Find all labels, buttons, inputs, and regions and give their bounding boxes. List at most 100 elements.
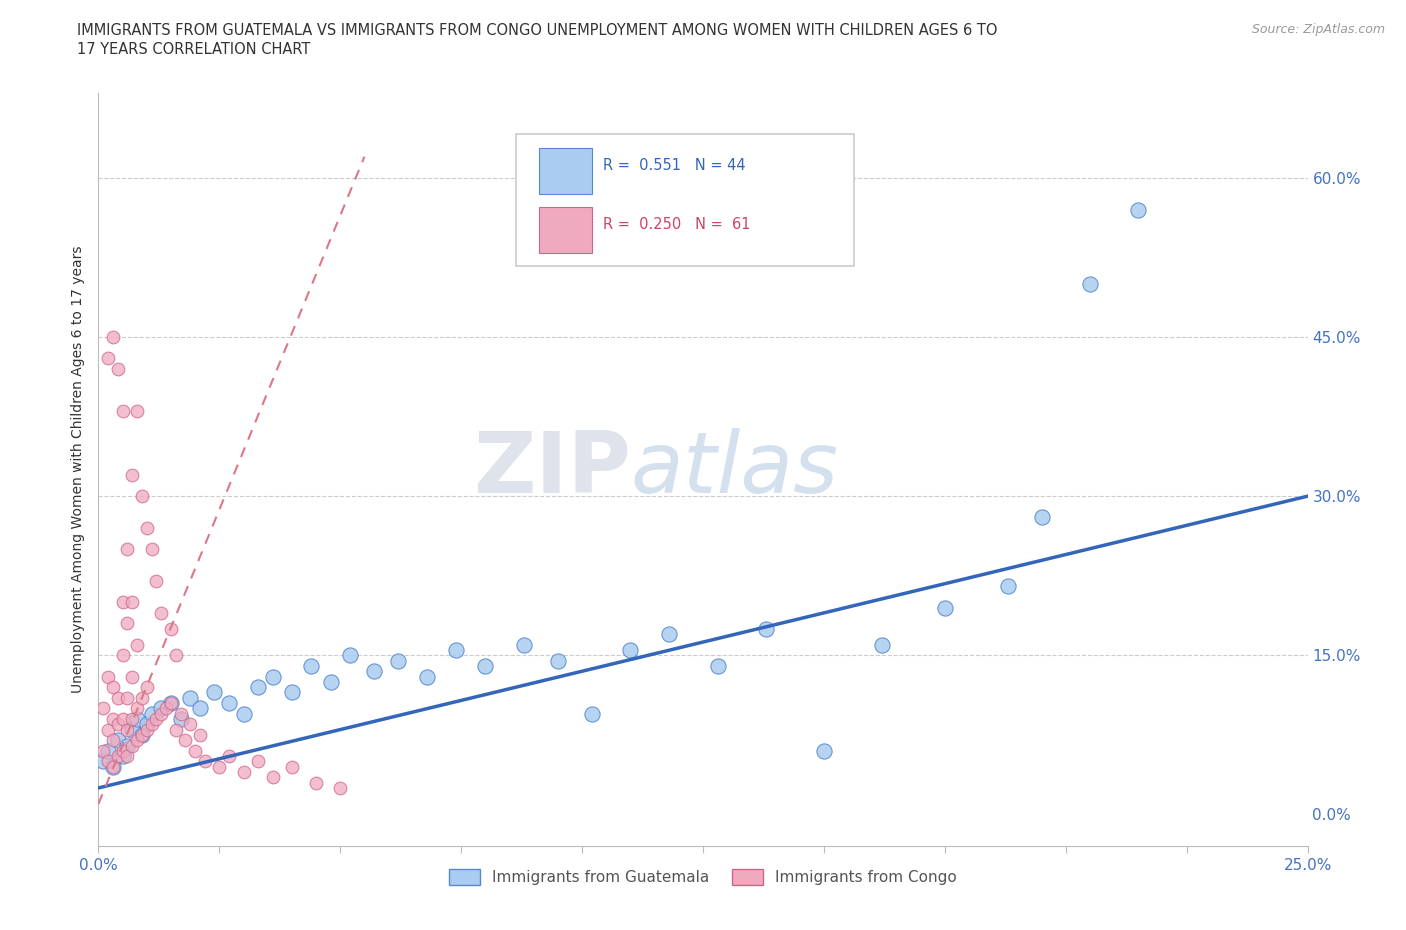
- Point: [281, 685, 304, 700]
- Point: [247, 754, 270, 769]
- Point: [813, 743, 835, 758]
- Point: [232, 764, 254, 779]
- Point: [111, 749, 134, 764]
- Point: [107, 749, 129, 764]
- Point: [208, 759, 231, 774]
- Point: [101, 759, 124, 774]
- Point: [281, 759, 304, 774]
- Point: [155, 701, 177, 716]
- Point: [117, 542, 139, 557]
- Point: [179, 717, 201, 732]
- Point: [91, 743, 114, 758]
- Point: [107, 733, 129, 748]
- Point: [160, 696, 183, 711]
- Point: [135, 723, 157, 737]
- Point: [117, 616, 139, 631]
- Point: [1128, 202, 1150, 217]
- Point: [188, 727, 211, 742]
- Point: [329, 780, 352, 795]
- Point: [169, 711, 191, 726]
- Point: [117, 749, 139, 764]
- Point: [117, 690, 139, 705]
- Point: [107, 362, 129, 377]
- Text: ZIP: ZIP: [472, 428, 630, 512]
- Point: [363, 664, 385, 679]
- Point: [101, 680, 124, 695]
- Point: [755, 621, 778, 636]
- Point: [165, 723, 187, 737]
- Point: [658, 627, 681, 642]
- Point: [870, 637, 893, 652]
- Point: [135, 717, 157, 732]
- Point: [101, 329, 124, 344]
- Point: [165, 648, 187, 663]
- Point: [232, 706, 254, 721]
- Point: [117, 738, 139, 753]
- Point: [97, 743, 120, 758]
- Point: [305, 776, 328, 790]
- Point: [513, 637, 536, 652]
- Point: [107, 690, 129, 705]
- Point: [97, 351, 120, 365]
- Point: [474, 658, 496, 673]
- Point: [160, 696, 183, 711]
- Text: Source: ZipAtlas.com: Source: ZipAtlas.com: [1251, 23, 1385, 36]
- Point: [204, 685, 226, 700]
- Point: [97, 754, 120, 769]
- Point: [150, 706, 173, 721]
- Point: [101, 759, 124, 774]
- Point: [1078, 276, 1101, 291]
- Text: IMMIGRANTS FROM GUATEMALA VS IMMIGRANTS FROM CONGO UNEMPLOYMENT AMONG WOMEN WITH: IMMIGRANTS FROM GUATEMALA VS IMMIGRANTS …: [77, 23, 998, 38]
- Point: [111, 404, 134, 418]
- Point: [619, 643, 641, 658]
- Point: [135, 680, 157, 695]
- Point: [131, 727, 153, 742]
- Point: [127, 701, 149, 716]
- Point: [141, 706, 163, 721]
- Point: [218, 749, 240, 764]
- Point: [416, 669, 439, 684]
- FancyBboxPatch shape: [538, 206, 592, 253]
- Point: [141, 717, 163, 732]
- Point: [97, 723, 120, 737]
- Point: [145, 711, 167, 726]
- Point: [111, 595, 134, 610]
- Text: 17 YEARS CORRELATION CHART: 17 YEARS CORRELATION CHART: [77, 42, 311, 57]
- Point: [127, 711, 149, 726]
- Point: [387, 653, 409, 668]
- Point: [179, 690, 201, 705]
- Point: [121, 468, 143, 483]
- Y-axis label: Unemployment Among Women with Children Ages 6 to 17 years: Unemployment Among Women with Children A…: [72, 246, 86, 694]
- Text: R =  0.551   N = 44: R = 0.551 N = 44: [603, 158, 745, 173]
- Point: [131, 727, 153, 742]
- Point: [131, 690, 153, 705]
- Point: [91, 754, 114, 769]
- Point: [174, 733, 197, 748]
- Point: [91, 701, 114, 716]
- Point: [101, 711, 124, 726]
- FancyBboxPatch shape: [516, 135, 855, 266]
- Point: [127, 637, 149, 652]
- Point: [446, 643, 468, 658]
- Text: atlas: atlas: [630, 428, 838, 512]
- Point: [319, 674, 342, 689]
- Point: [1031, 510, 1053, 525]
- Point: [107, 717, 129, 732]
- Point: [188, 701, 211, 716]
- Point: [101, 733, 124, 748]
- FancyBboxPatch shape: [538, 149, 592, 194]
- Point: [111, 743, 134, 758]
- Point: [131, 489, 153, 504]
- Point: [150, 701, 173, 716]
- Point: [121, 711, 143, 726]
- Point: [706, 658, 728, 673]
- Point: [581, 706, 603, 721]
- Text: R =  0.250   N =  61: R = 0.250 N = 61: [603, 217, 751, 232]
- Point: [145, 574, 167, 589]
- Point: [121, 669, 143, 684]
- Point: [934, 600, 956, 615]
- Point: [299, 658, 322, 673]
- Point: [127, 733, 149, 748]
- Point: [141, 542, 163, 557]
- Point: [262, 770, 284, 785]
